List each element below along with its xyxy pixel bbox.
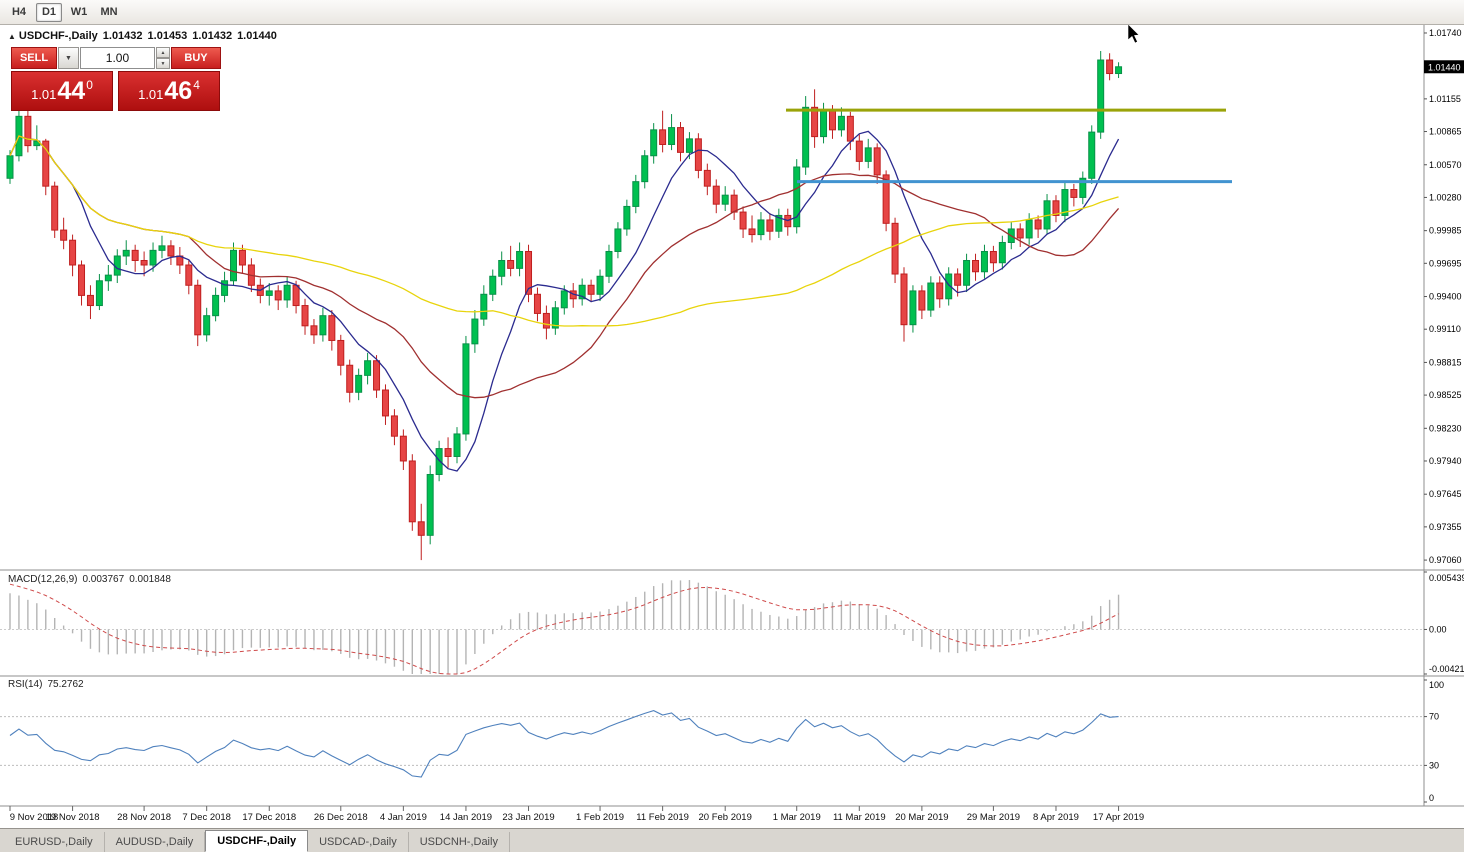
svg-text:-0.004217: -0.004217 bbox=[1429, 664, 1464, 674]
svg-text:29 Mar 2019: 29 Mar 2019 bbox=[967, 812, 1020, 823]
svg-text:0.97355: 0.97355 bbox=[1429, 522, 1462, 532]
volume-dropdown-button[interactable]: ▼ bbox=[58, 47, 79, 69]
svg-text:1 Feb 2019: 1 Feb 2019 bbox=[576, 812, 624, 823]
svg-text:4 Jan 2019: 4 Jan 2019 bbox=[380, 812, 427, 823]
buy-price-box[interactable]: 1.01 46 4 bbox=[118, 71, 220, 111]
svg-text:0: 0 bbox=[1429, 793, 1434, 803]
svg-text:9 Nov 2018: 9 Nov 2018 bbox=[10, 812, 59, 823]
svg-text:100: 100 bbox=[1429, 680, 1444, 690]
svg-text:1 Mar 2019: 1 Mar 2019 bbox=[773, 812, 821, 823]
svg-text:0.98230: 0.98230 bbox=[1429, 423, 1462, 433]
tab-usdcad-daily[interactable]: USDCAD-,Daily bbox=[308, 832, 409, 852]
stepper-up-icon[interactable]: ▲ bbox=[156, 47, 170, 58]
ohlc-close: 1.01440 bbox=[237, 30, 277, 42]
tab-usdchf-daily[interactable]: USDCHF-,Daily bbox=[205, 830, 309, 852]
ask-price-pipette: 4 bbox=[193, 77, 200, 92]
svg-text:1.01440: 1.01440 bbox=[1428, 62, 1461, 72]
ohlc-open: 1.01432 bbox=[102, 30, 143, 42]
svg-text:7 Dec 2018: 7 Dec 2018 bbox=[182, 812, 231, 823]
tab-usdcnh-daily[interactable]: USDCNH-,Daily bbox=[409, 832, 510, 852]
bid-price-prefix: 1.01 bbox=[31, 87, 57, 102]
symbol-tab-bar: EURUSD-,Daily AUDUSD-,Daily USDCHF-,Dail… bbox=[0, 828, 1464, 852]
svg-text:17 Apr 2019: 17 Apr 2019 bbox=[1093, 812, 1144, 823]
bid-price-big: 44 bbox=[57, 77, 86, 105]
svg-text:1.00280: 1.00280 bbox=[1429, 192, 1462, 202]
timeframe-h4-button[interactable]: H4 bbox=[6, 3, 32, 22]
svg-text:28 Nov 2018: 28 Nov 2018 bbox=[117, 812, 171, 823]
timeframe-d1-button[interactable]: D1 bbox=[36, 2, 62, 22]
svg-text:0.99400: 0.99400 bbox=[1429, 292, 1462, 302]
collapse-panel-icon[interactable]: ▲ bbox=[8, 32, 16, 41]
svg-text:8 Apr 2019: 8 Apr 2019 bbox=[1033, 812, 1079, 823]
svg-text:17 Dec 2018: 17 Dec 2018 bbox=[242, 812, 296, 823]
sell-button[interactable]: SELL bbox=[11, 47, 57, 69]
rsi-indicator-label: RSI(14) 75.2762 bbox=[8, 679, 89, 690]
buy-button[interactable]: BUY bbox=[171, 47, 221, 69]
svg-text:11 Feb 2019: 11 Feb 2019 bbox=[636, 812, 689, 823]
svg-text:19 Nov 2018: 19 Nov 2018 bbox=[46, 812, 100, 823]
svg-text:20 Feb 2019: 20 Feb 2019 bbox=[699, 812, 752, 823]
macd-name: MACD(12,26,9) bbox=[8, 574, 78, 585]
svg-text:0.99695: 0.99695 bbox=[1429, 258, 1462, 268]
volume-stepper[interactable]: ▲ ▼ bbox=[156, 47, 170, 69]
macd-signal-value: 0.001848 bbox=[129, 574, 171, 585]
svg-text:14 Jan 2019: 14 Jan 2019 bbox=[440, 812, 492, 823]
svg-text:0.005439: 0.005439 bbox=[1429, 573, 1464, 583]
rsi-name: RSI(14) bbox=[8, 679, 43, 690]
svg-text:0.98815: 0.98815 bbox=[1429, 357, 1462, 367]
symbol-label: USDCHF-,Daily bbox=[18, 30, 98, 42]
macd-indicator-label: MACD(12,26,9) 0.003767 0.001848 bbox=[8, 574, 176, 585]
svg-text:1.01155: 1.01155 bbox=[1429, 94, 1461, 104]
svg-text:0.97940: 0.97940 bbox=[1429, 456, 1462, 466]
chevron-down-icon: ▼ bbox=[65, 54, 72, 62]
svg-text:0.99985: 0.99985 bbox=[1429, 226, 1462, 236]
bid-price-pipette: 0 bbox=[86, 77, 93, 92]
svg-text:70: 70 bbox=[1429, 712, 1439, 722]
svg-text:0.97060: 0.97060 bbox=[1429, 555, 1462, 565]
ask-price-prefix: 1.01 bbox=[138, 87, 164, 102]
ohlc-high: 1.01453 bbox=[147, 30, 188, 42]
svg-text:23 Jan 2019: 23 Jan 2019 bbox=[502, 812, 554, 823]
mouse-cursor bbox=[1127, 23, 1140, 44]
stepper-down-icon[interactable]: ▼ bbox=[156, 58, 170, 69]
ask-price-big: 46 bbox=[164, 77, 193, 105]
svg-text:30: 30 bbox=[1429, 760, 1439, 770]
timeframe-toolbar: H4 D1 W1 MN bbox=[0, 0, 1464, 25]
svg-text:11 Mar 2019: 11 Mar 2019 bbox=[833, 812, 886, 823]
rsi-value: 75.2762 bbox=[47, 679, 84, 690]
timeframe-w1-button[interactable]: W1 bbox=[66, 3, 92, 22]
tab-eurusd-daily[interactable]: EURUSD-,Daily bbox=[4, 832, 105, 852]
svg-text:1.00570: 1.00570 bbox=[1429, 160, 1462, 170]
svg-text:26 Dec 2018: 26 Dec 2018 bbox=[314, 812, 368, 823]
svg-text:1.00865: 1.00865 bbox=[1429, 127, 1462, 137]
timeframe-mn-button[interactable]: MN bbox=[96, 3, 122, 22]
tab-audusd-daily[interactable]: AUDUSD-,Daily bbox=[105, 832, 206, 852]
svg-text:0.00: 0.00 bbox=[1429, 624, 1447, 634]
ohlc-low: 1.01432 bbox=[192, 30, 233, 42]
svg-text:0.97645: 0.97645 bbox=[1429, 489, 1462, 499]
volume-input[interactable] bbox=[79, 47, 155, 69]
sell-price-box[interactable]: 1.01 44 0 bbox=[11, 71, 113, 111]
macd-main-value: 0.003767 bbox=[82, 574, 125, 585]
svg-text:1.01740: 1.01740 bbox=[1429, 28, 1462, 38]
svg-text:20 Mar 2019: 20 Mar 2019 bbox=[895, 812, 948, 823]
chart-title: ▲ USDCHF-,Daily 1.01432 1.01453 1.01432 1.014… bbox=[8, 30, 282, 42]
svg-text:0.98525: 0.98525 bbox=[1429, 390, 1462, 400]
one-click-trading-panel: SELL ▼ ▲ ▼ BUY 1.01 44 0 1.01 46 4 bbox=[11, 47, 221, 111]
svg-text:0.99110: 0.99110 bbox=[1429, 324, 1461, 334]
